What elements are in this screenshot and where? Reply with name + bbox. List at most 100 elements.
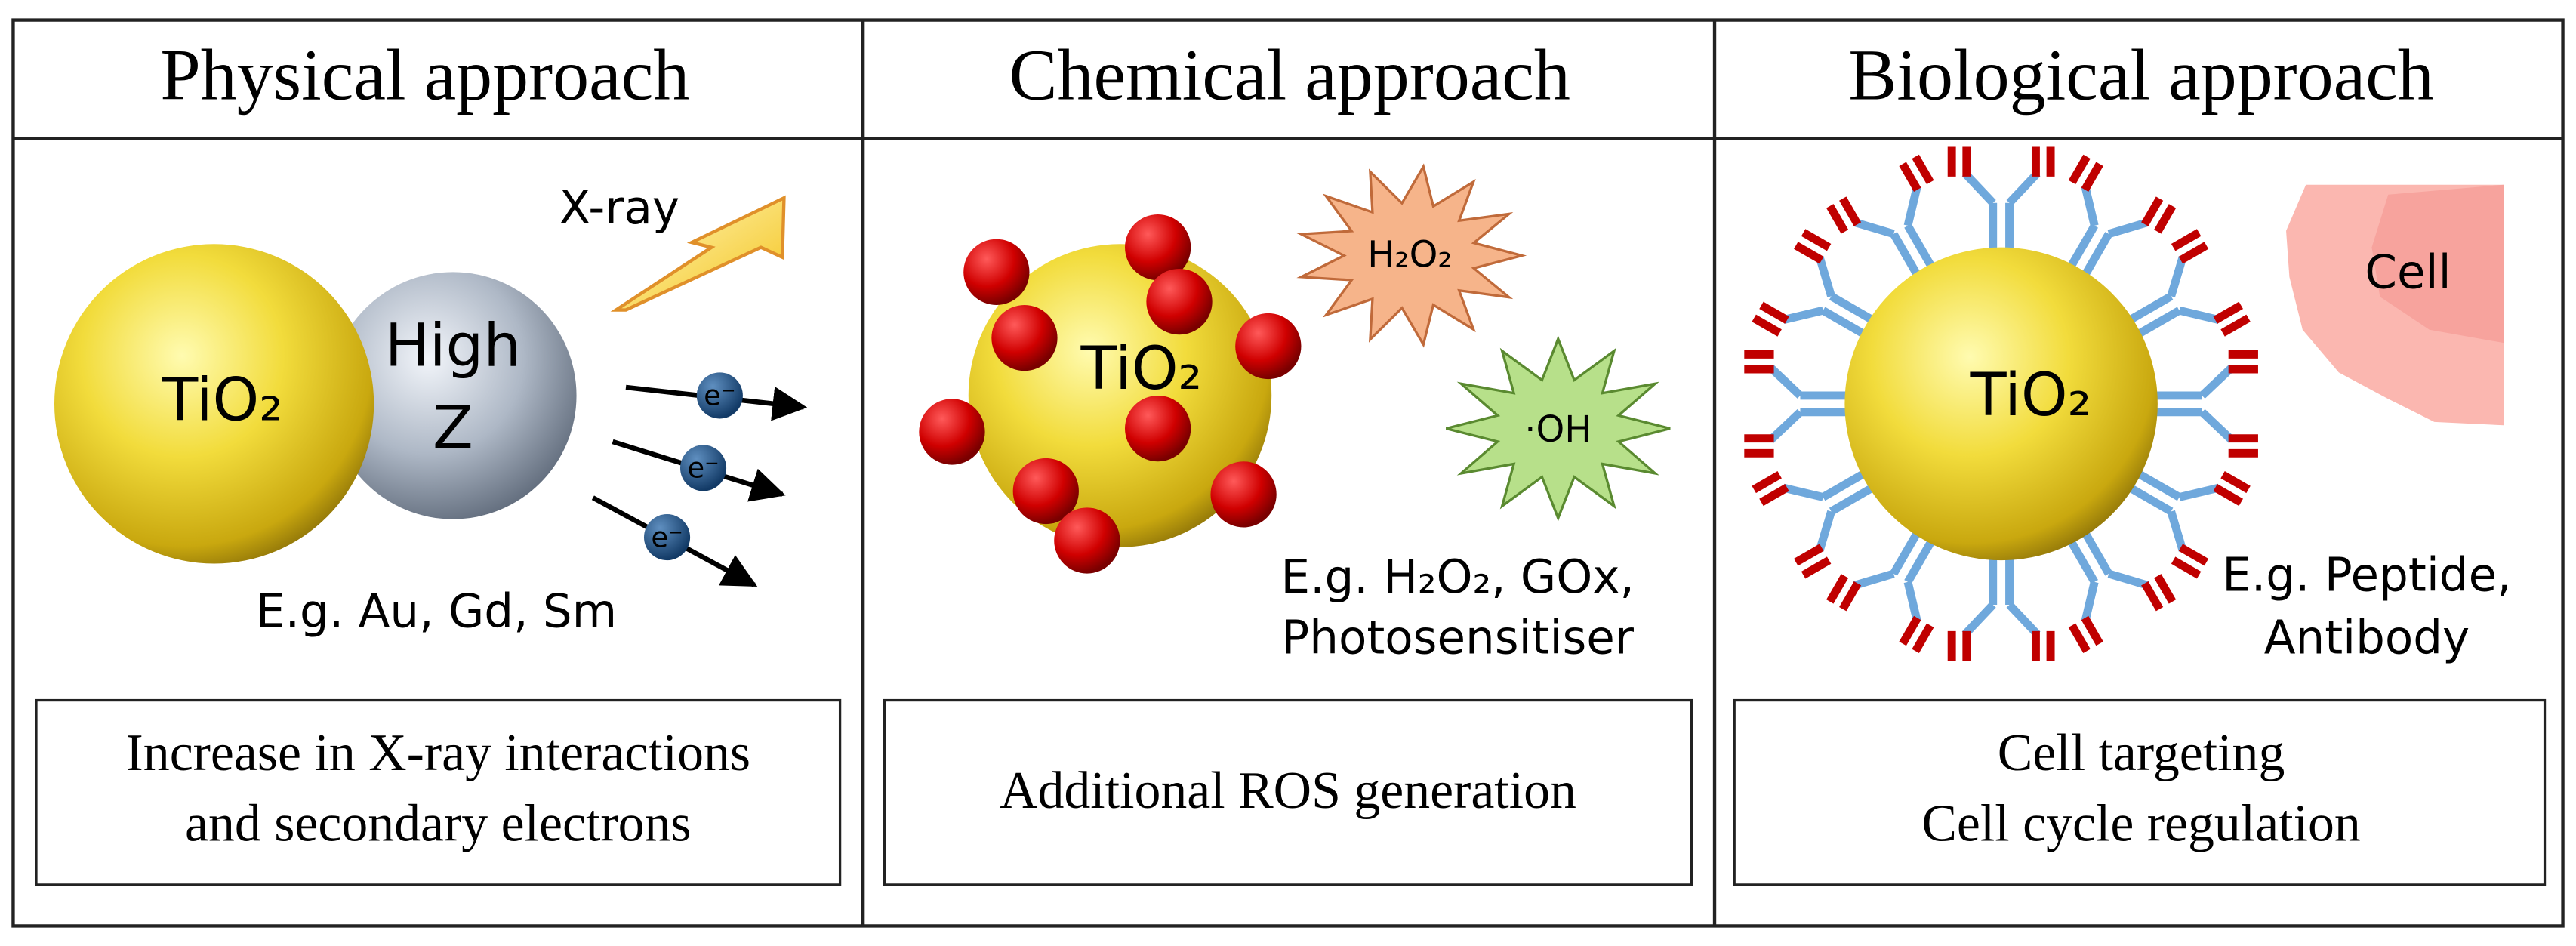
antigen-bar: [2068, 154, 2091, 185]
examples: E.g. H₂O₂, GOx,: [1281, 550, 1635, 604]
effect-text: Increase in X-ray interactions: [126, 724, 750, 782]
dopant-particle: [1125, 395, 1191, 462]
antigen-bar: [2178, 544, 2209, 566]
target-label: Cell: [2365, 245, 2451, 299]
partner-label: High: [385, 310, 521, 380]
dopant-particle: [1054, 507, 1120, 574]
antigen-bar: [2213, 301, 2243, 324]
antigen-bar: [2154, 574, 2177, 604]
antibody-arm: [2199, 408, 2235, 443]
core-label: TiO₂: [1080, 334, 1203, 403]
antigen-bar: [1839, 196, 1862, 226]
antibody-stem: [1820, 467, 1871, 501]
antibody-arm: [2167, 256, 2187, 297]
antibody-arm: [1815, 256, 1835, 297]
antigen-bar: [1794, 242, 1824, 264]
panel-title: Biological approach: [1848, 34, 2433, 115]
core-label: TiO₂: [161, 365, 283, 434]
effect-text: Cell cycle regulation: [1921, 795, 2360, 853]
antigen-bar: [1801, 556, 1832, 579]
antibody-arm: [1961, 170, 1996, 206]
species-label: ·OH: [1524, 408, 1592, 451]
antibody-stem: [1820, 307, 1871, 340]
antibody: [1752, 467, 1879, 579]
antigen-bar: [1752, 314, 1782, 337]
antigen-bar: [2178, 242, 2209, 264]
antigen-bar: [2081, 615, 2103, 646]
antigen-bar: [2154, 204, 2177, 234]
antigen-bar: [2081, 162, 2103, 192]
antibody-arm: [1903, 185, 1921, 227]
antibody-arm: [2081, 581, 2099, 623]
antibody-stem: [2131, 307, 2182, 340]
electron: [679, 445, 727, 491]
ros-burst: [1446, 335, 1671, 522]
antigen-bar: [1826, 574, 1849, 604]
antigen-bar: [1912, 623, 1934, 654]
radiation-label: X-ray: [559, 181, 680, 235]
antibody-arm: [1767, 408, 1804, 443]
partner-label: Z: [433, 393, 473, 462]
antibody-stem: [2078, 232, 2112, 282]
antibody-stem: [2064, 534, 2098, 584]
antigen-bar: [1839, 581, 1862, 612]
antibodies: [1744, 146, 2258, 661]
antigen-bar: [1759, 301, 1789, 324]
chemical-panel: [919, 214, 1302, 574]
antigen-bar: [2141, 581, 2164, 612]
electron: [696, 372, 743, 419]
antigen-bar: [1801, 229, 1832, 251]
dopant-particle: [1012, 458, 1079, 525]
antibody-arm: [2107, 218, 2149, 239]
antigen-bar: [2171, 556, 2202, 579]
examples: E.g. Au, Gd, Sm: [256, 585, 617, 639]
examples: Photosensitiser: [1281, 612, 1634, 665]
antibody-stem: [1890, 525, 1924, 576]
antibody: [1826, 525, 1938, 654]
antibody-stem: [2123, 292, 2174, 326]
antibody: [1744, 350, 1853, 458]
antibody-arm: [2006, 170, 2041, 206]
high-z-sphere: [329, 272, 577, 519]
antigen-bar: [1899, 615, 1921, 646]
chemical-labels: TiO₂ H₂O₂ ·OH E.g. H₂O₂, GOx, Photosensi…: [883, 163, 1693, 886]
antigen-bar: [2171, 229, 2202, 251]
biological-panel: Cell TiO₂ E.g. Peptide, Antibody Cell ta…: [1733, 146, 2547, 886]
antibody-arm: [2081, 185, 2099, 227]
antibody: [2064, 525, 2177, 654]
antibody-arm: [1767, 364, 1804, 399]
species-label: H₂O₂: [1367, 234, 1452, 276]
effect-text: and secondary electrons: [185, 795, 692, 853]
antibody-arm: [1815, 510, 1835, 552]
antibody-arm: [1853, 218, 1895, 239]
antibody-stem: [1904, 223, 1938, 274]
antibody: [1947, 146, 2055, 256]
antibody-arm: [2167, 510, 2187, 552]
antibody-stem: [1890, 232, 1924, 282]
antibody-stem: [1829, 481, 1879, 516]
electron-label: e⁻: [704, 380, 735, 412]
antibody-arm: [1782, 306, 1824, 325]
antibody-stem: [1829, 292, 1879, 326]
antibody-arm: [1853, 569, 1895, 590]
antibody: [1826, 154, 1938, 282]
cell-nucleus: [2371, 184, 2504, 344]
antigen-bar: [1912, 154, 1934, 185]
panel-title: Chemical approach: [1009, 34, 1570, 115]
antigen-bar: [2068, 623, 2091, 654]
antibody-arm: [2199, 364, 2235, 399]
dopant-particle: [1210, 461, 1277, 528]
antigen-bar: [1826, 204, 1849, 234]
antibody-stem: [2123, 481, 2174, 516]
antibody: [2149, 350, 2258, 458]
antibody: [1947, 552, 2055, 661]
dopant-particle: [1146, 268, 1213, 335]
antibody-arm: [2178, 306, 2220, 325]
antibody-arm: [1782, 483, 1824, 501]
tio2-sphere: [54, 244, 374, 564]
antibody-arm: [2178, 483, 2220, 501]
antigen-bar: [1759, 484, 1789, 507]
antigen-bar: [1899, 162, 1921, 192]
xray-bolt: [610, 195, 786, 312]
